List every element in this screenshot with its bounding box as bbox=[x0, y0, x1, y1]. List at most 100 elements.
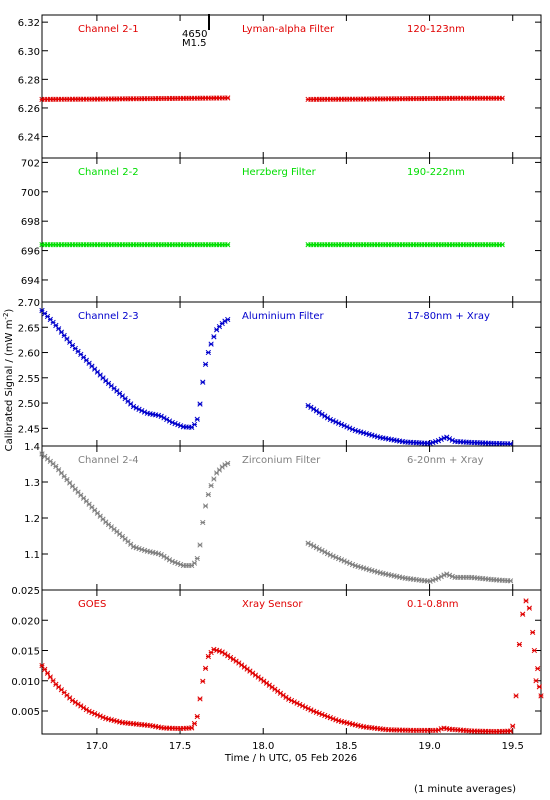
event-marker-id: 4650 bbox=[182, 29, 207, 40]
data-point bbox=[507, 578, 514, 584]
data-point bbox=[194, 713, 200, 720]
y-tick-label: 2.60 bbox=[18, 349, 40, 360]
data-point bbox=[499, 95, 505, 101]
data-point bbox=[197, 542, 203, 548]
panel-filter-label: Zirconium Filter bbox=[242, 455, 321, 466]
data-point bbox=[208, 482, 214, 489]
data-point bbox=[47, 674, 53, 680]
y-tick-label: 0.020 bbox=[11, 616, 40, 627]
panel-5: 0.005 0.010 0.015 0.020 0.025 17.0 17.5 18.0 18.… bbox=[11, 586, 544, 752]
event-marker-class: M1.5 bbox=[182, 38, 207, 49]
panel-filter-label: Herzberg Filter bbox=[242, 167, 317, 178]
panel-2: 694 696 698 700 702 Channel 2-2 Herzberg Filte… bbox=[21, 157, 542, 303]
y-tick-label: 6.30 bbox=[18, 47, 40, 58]
y-axis-label: Calibrated Signal / (mW m-2) bbox=[2, 309, 15, 452]
panel-filter-label: Aluminium Filter bbox=[242, 311, 325, 322]
panel-frame bbox=[41, 157, 542, 303]
panel-channel-label: Channel 2-3 bbox=[78, 311, 139, 322]
data-point bbox=[533, 678, 539, 684]
x-tick-label: 18.5 bbox=[335, 741, 357, 752]
data-point bbox=[208, 341, 214, 347]
data-point bbox=[516, 641, 523, 648]
data-point bbox=[510, 723, 516, 729]
data-point bbox=[536, 684, 542, 690]
y-tick-label: 702 bbox=[21, 158, 40, 169]
data-point bbox=[189, 725, 195, 731]
data-point bbox=[531, 647, 538, 654]
y-tick-label: 698 bbox=[21, 217, 40, 228]
data-point bbox=[205, 491, 211, 498]
footnote-label: (1 minute averages) bbox=[414, 784, 516, 795]
panel-3: 2.45 2.50 2.55 2.60 2.65 2.70 Channel 2-3 Alumi… bbox=[18, 298, 542, 447]
y-tick-label: 1.3 bbox=[24, 478, 40, 489]
x-tick-label: 18.0 bbox=[252, 741, 274, 752]
data-point bbox=[200, 379, 206, 385]
y-tick-label: 2.45 bbox=[18, 424, 40, 435]
data-point bbox=[197, 696, 203, 702]
panel-band-label: 0.1-0.8nm bbox=[407, 599, 459, 610]
x-tick-label: 17.5 bbox=[169, 741, 191, 752]
y-tick-label: 0.015 bbox=[11, 647, 40, 658]
panel-band-label: 6-20nm + Xray bbox=[407, 455, 484, 466]
data-point bbox=[538, 693, 544, 699]
y-tick-label: 2.55 bbox=[18, 374, 40, 385]
data-point bbox=[507, 728, 514, 734]
data-point bbox=[191, 421, 198, 428]
data-point bbox=[202, 665, 209, 671]
data-point bbox=[526, 605, 533, 611]
data-point bbox=[205, 349, 211, 356]
y-tick-label: 2.70 bbox=[18, 298, 40, 309]
data-point bbox=[194, 416, 200, 422]
y-tick-label: 0.005 bbox=[11, 707, 40, 718]
x-tick-label: 19.5 bbox=[502, 741, 524, 752]
data-point bbox=[200, 519, 206, 526]
data-point bbox=[42, 666, 48, 673]
data-point bbox=[507, 441, 514, 447]
y-tick-label: 6.24 bbox=[18, 133, 40, 144]
data-point bbox=[211, 476, 217, 482]
data-point bbox=[200, 678, 206, 684]
panel-filter-label: Lyman-alpha Filter bbox=[242, 24, 335, 35]
panel-filter-label: Xray Sensor bbox=[242, 599, 303, 610]
panel-channel-label: GOES bbox=[78, 599, 106, 610]
panel-band-label: 17-80nm + Xray bbox=[407, 311, 490, 322]
panel-channel-label: Channel 2-2 bbox=[78, 167, 139, 178]
data-point bbox=[50, 678, 56, 684]
y-tick-label: 0.010 bbox=[11, 677, 40, 688]
panel-channel-label: Channel 2-1 bbox=[78, 24, 139, 35]
x-tick-label: 17.0 bbox=[86, 741, 108, 752]
data-point bbox=[535, 666, 541, 672]
x-tick-label: 19.0 bbox=[418, 741, 440, 752]
data-point bbox=[523, 598, 529, 604]
data-point bbox=[202, 503, 209, 509]
y-tick-label: 6.32 bbox=[18, 18, 40, 29]
data-point bbox=[520, 611, 526, 617]
data-point bbox=[191, 720, 198, 727]
data-point bbox=[530, 629, 536, 636]
data-point bbox=[205, 653, 211, 660]
data-point bbox=[225, 242, 231, 248]
y-tick-label: 2.65 bbox=[18, 323, 40, 334]
data-point bbox=[225, 316, 231, 323]
y-tick-label: 696 bbox=[21, 247, 40, 258]
data-point bbox=[197, 401, 203, 407]
y-tick-label: 0.025 bbox=[11, 586, 40, 597]
data-point bbox=[225, 95, 231, 101]
panel-frame bbox=[41, 14, 542, 159]
y-tick-label: 2.50 bbox=[18, 399, 40, 410]
y-tick-label: 1.4 bbox=[24, 442, 40, 453]
y-tick-label: 1.1 bbox=[24, 550, 40, 561]
data-point bbox=[44, 670, 51, 676]
panel-channel-label: Channel 2-4 bbox=[78, 455, 139, 466]
data-point bbox=[211, 334, 217, 340]
data-point bbox=[225, 460, 231, 467]
panel-1: 6.24 6.26 6.28 6.30 6.32 Channel 2-1 Lyman-alp… bbox=[18, 14, 542, 159]
data-point bbox=[499, 242, 505, 248]
y-tick-label: 694 bbox=[21, 276, 40, 287]
y-tick-label: 700 bbox=[21, 188, 40, 199]
x-axis-label: Time / h UTC, 05 Feb 2026 bbox=[224, 753, 357, 764]
panel-frame bbox=[41, 301, 542, 447]
panel-4: 1.1 1.2 1.3 1.4 Channel 2-4 Zirconium Filter 6… bbox=[24, 442, 542, 591]
data-point bbox=[191, 560, 198, 566]
